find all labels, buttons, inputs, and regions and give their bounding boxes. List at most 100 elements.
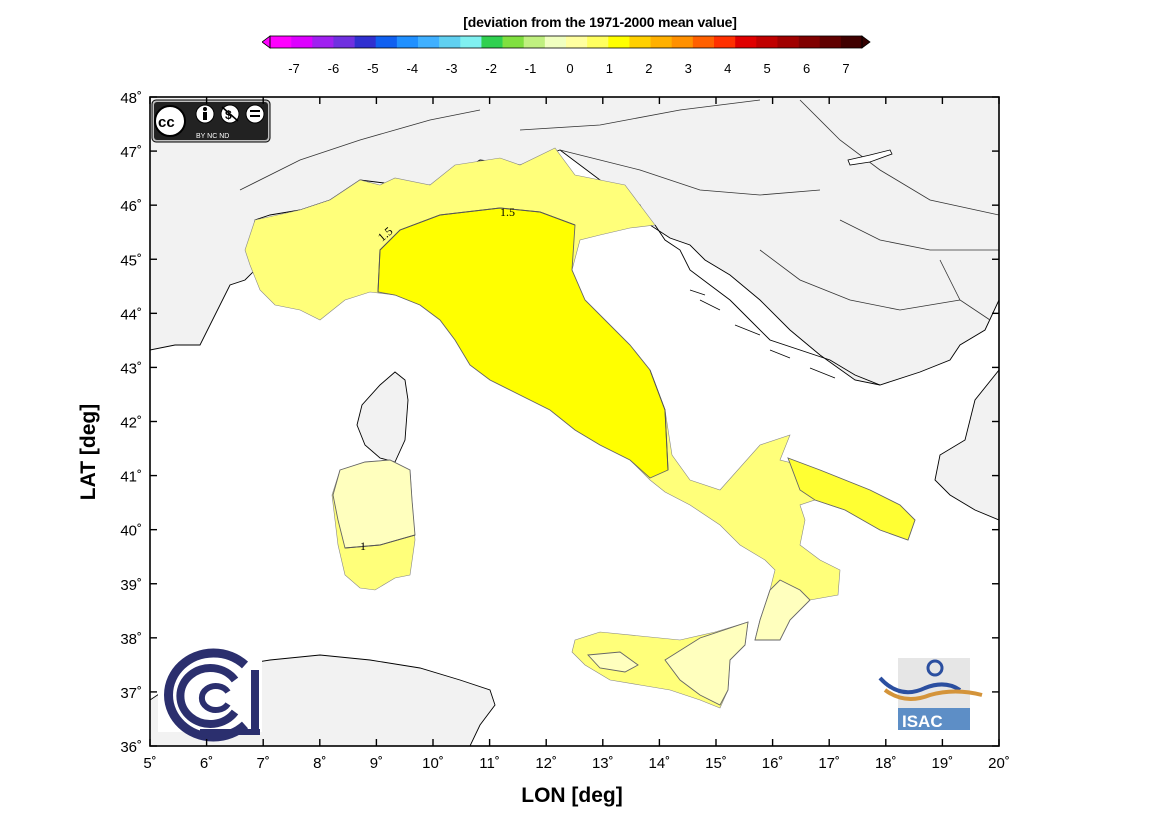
colorbar-tick-label: -2 xyxy=(485,61,497,76)
x-tick-label: 19˚ xyxy=(932,755,954,772)
land-balkans xyxy=(934,369,999,521)
y-tick-label: 48˚ xyxy=(120,90,142,107)
nd-icon xyxy=(245,104,265,124)
colorbar-cell xyxy=(714,36,736,48)
zone-calabria-low xyxy=(754,579,811,641)
contour-1-sardinia xyxy=(344,534,416,549)
y-tick-label: 47˚ xyxy=(120,144,142,161)
x-tick-label: 8˚ xyxy=(313,755,326,772)
y-tick-label: 46˚ xyxy=(120,198,142,215)
x-tick-label: 17˚ xyxy=(818,755,840,772)
land-europe xyxy=(150,97,999,386)
cnr-logo xyxy=(158,648,262,742)
colorbar-cell xyxy=(502,36,525,48)
contour-label-3: 1 xyxy=(360,539,366,553)
x-axis-title: LON [deg] xyxy=(521,784,622,807)
x-axis: 5˚ 6˚ 7˚ 8˚ 9˚ 10˚ 11˚ 12˚ 13˚ 14˚ 15˚ 16˚ 17˚ 18˚ 19˚… xyxy=(143,97,1010,772)
x-tick-label: 15˚ xyxy=(705,755,727,772)
y-tick-label: 38˚ xyxy=(120,631,142,648)
x-tick-label: 6˚ xyxy=(200,755,213,772)
colorbar-cell xyxy=(608,36,630,48)
x-tick-label: 11˚ xyxy=(479,755,500,772)
colorbar-tick-label: -7 xyxy=(288,61,300,76)
y-tick-label: 41˚ xyxy=(120,469,142,486)
y-axis-title: LAT [deg] xyxy=(77,404,100,500)
colorbar-tick-label: -3 xyxy=(446,61,458,76)
y-tick-label: 40˚ xyxy=(120,523,142,540)
contour-label-2: 1.5 xyxy=(500,205,515,219)
y-tick-label: 37˚ xyxy=(120,685,142,702)
colorbar-frame xyxy=(269,35,863,49)
y-tick-label: 42˚ xyxy=(120,415,142,432)
colorbar-cell xyxy=(798,36,821,48)
colorbar-cell xyxy=(312,36,334,48)
colorbar-title: [deviation from the 1971-2000 mean value… xyxy=(463,14,737,30)
colorbar: -7 -6 -5 -4 -3 -2 -1 0 1 2 3 4 5 6 7 xyxy=(262,35,871,76)
colorbar-tick-label: 6 xyxy=(803,61,810,76)
colorbar-cell xyxy=(650,36,673,48)
colorbar-cell xyxy=(629,36,651,48)
colorbar-tick-label: 1 xyxy=(606,61,613,76)
svg-text:cc: cc xyxy=(158,114,175,131)
y-tick-label: 45˚ xyxy=(120,252,142,269)
contour-1-5-north xyxy=(377,207,576,293)
colorbar-tick-label: -4 xyxy=(407,61,419,76)
colorbar-cell xyxy=(735,36,757,48)
colorbar-cell xyxy=(481,36,503,48)
colorbar-tick-label: 2 xyxy=(645,61,652,76)
colorbar-cell xyxy=(587,36,609,48)
colorbar-cell xyxy=(270,36,292,48)
colorbar-cell xyxy=(692,36,715,48)
colorbar-tick-label: -6 xyxy=(328,61,340,76)
colorbar-tick-label: 0 xyxy=(566,61,573,76)
colorbar-cell xyxy=(671,36,694,48)
colorbar-tick-label: 3 xyxy=(685,61,692,76)
colorbar-cell xyxy=(291,36,313,48)
map-area: 1.5 1.5 1 cc $ BY NC ND xyxy=(150,97,999,746)
islands-dalmatia xyxy=(689,289,836,379)
colorbar-cell xyxy=(439,36,461,48)
colorbar-cell xyxy=(819,36,842,48)
colorbar-cell xyxy=(375,36,398,48)
y-tick-label: 43˚ xyxy=(120,360,142,377)
colorbar-cell xyxy=(777,36,799,48)
colorbar-cell xyxy=(418,36,440,48)
colorbar-tick-label: 5 xyxy=(764,61,771,76)
colorbar-tick-label: -5 xyxy=(367,61,379,76)
y-tick-label: 44˚ xyxy=(120,306,142,323)
colorbar-tick-label: -1 xyxy=(525,61,537,76)
colorbar-cell xyxy=(460,36,482,48)
zone-sicily-west-low xyxy=(587,651,639,673)
colorbar-cell xyxy=(523,36,546,48)
colorbar-cells xyxy=(270,36,863,48)
x-tick-label: 12˚ xyxy=(535,755,557,772)
cc-icon xyxy=(154,105,186,137)
x-tick-label: 20˚ xyxy=(988,755,1010,772)
colorbar-tick-label: 4 xyxy=(724,61,731,76)
borders-europe xyxy=(239,99,999,321)
colorbar-cell xyxy=(566,36,588,48)
cc-license-badge: cc $ BY NC ND xyxy=(151,99,271,143)
svg-text:$: $ xyxy=(225,108,232,122)
isac-logo: ISAC xyxy=(878,658,983,731)
x-tick-label: 14˚ xyxy=(649,755,671,772)
zone-sardinia-north-low xyxy=(332,459,416,549)
contour-1-5-east xyxy=(649,369,669,471)
y-tick-label: 36˚ xyxy=(120,739,142,756)
x-tick-label: 5˚ xyxy=(143,755,156,772)
y-axis: 36˚ 37˚ 38˚ 39˚ 40˚ 41˚ 42˚ 43˚ 44˚ 45˚ 46˚ 47˚ 48˚ xyxy=(120,90,999,756)
x-tick-label: 7˚ xyxy=(257,755,270,772)
isac-logo-text: ISAC xyxy=(902,712,943,731)
colorbar-cell xyxy=(354,36,377,48)
x-tick-label: 9˚ xyxy=(370,755,383,772)
zone-sicily-east-low xyxy=(664,621,749,706)
zone-1-5-to-2-apulia xyxy=(787,457,916,541)
colorbar-cell xyxy=(544,36,567,48)
colorbar-tick-label: 7 xyxy=(842,61,849,76)
colorbar-cell xyxy=(756,36,778,48)
colorbar-cell xyxy=(333,36,355,48)
cc-badge-text: BY NC ND xyxy=(196,133,229,140)
lake-balaton xyxy=(847,149,893,166)
colorbar-cell xyxy=(840,36,863,48)
